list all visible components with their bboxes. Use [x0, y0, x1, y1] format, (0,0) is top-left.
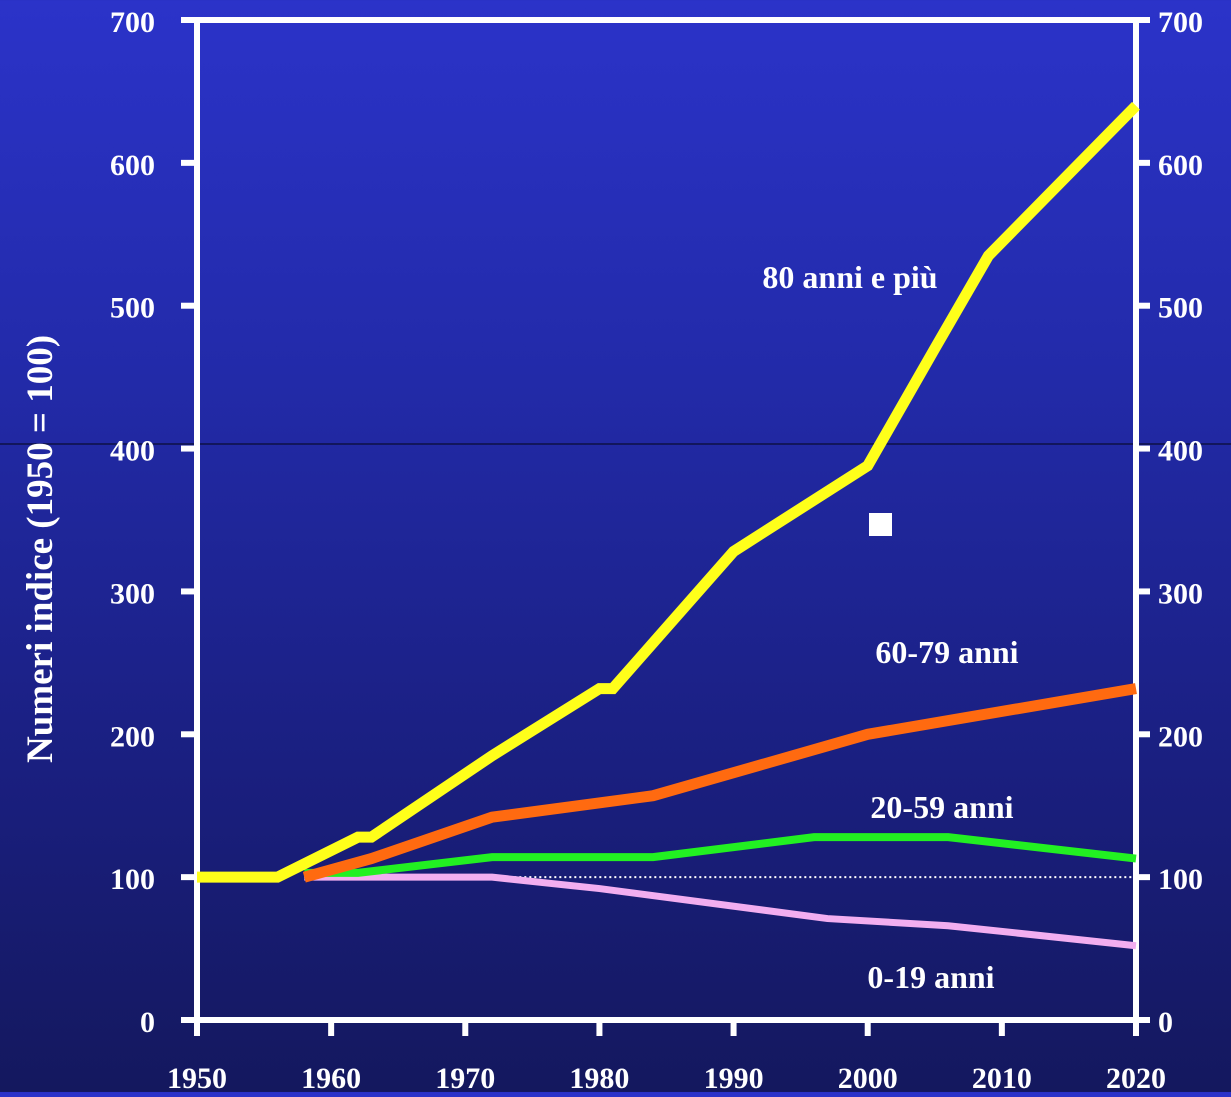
y-tick-label-right: 200	[1158, 720, 1203, 753]
y-tick-label-left: 600	[110, 149, 155, 182]
x-tick-label: 2000	[838, 1062, 898, 1092]
y-tick-label-left: 700	[110, 6, 155, 39]
y-tick-label-left: 500	[110, 292, 155, 325]
x-tick-label: 1960	[301, 1062, 361, 1092]
series-label-20-59-anni: 20-59 anni	[870, 789, 1013, 825]
y-tick-label-right: 500	[1158, 292, 1203, 325]
series-label-0-19-anni: 0-19 anni	[867, 959, 994, 995]
y-tick-label-right: 300	[1158, 577, 1203, 610]
x-tick-label: 2010	[972, 1062, 1032, 1092]
x-tick-label: 1980	[569, 1062, 629, 1092]
series-label-60-79-anni: 60-79 anni	[875, 634, 1018, 670]
y-axis-title: Numeri indice (1950 = 100)	[20, 335, 61, 763]
series-label-80-anni-e-pi: 80 anni e più	[762, 259, 937, 295]
y-tick-label-right: 0	[1158, 1006, 1173, 1039]
y-tick-label-left: 300	[110, 577, 155, 610]
x-tick-label: 1950	[167, 1062, 227, 1092]
y-tick-label-right: 100	[1158, 863, 1203, 896]
y-tick-label-left: 200	[110, 720, 155, 753]
series-line-80-anni-e-pi	[197, 101, 1140, 883]
x-tick-label: 1990	[704, 1062, 764, 1092]
series-line-60-79-anni	[302, 683, 1137, 883]
square-marker	[869, 513, 892, 536]
series-line-0-19-anni	[304, 873, 1137, 950]
y-tick-label-left: 0	[140, 1006, 155, 1039]
y-tick-label-right: 400	[1158, 435, 1203, 468]
y-tick-label-right: 700	[1158, 6, 1203, 39]
x-tick-label: 1970	[435, 1062, 495, 1092]
x-tick-label: 2020	[1106, 1062, 1166, 1092]
series-line-20-59-anni	[304, 833, 1137, 877]
y-tick-label-left: 400	[110, 435, 155, 468]
y-tick-label-left: 100	[110, 863, 155, 896]
y-tick-label-right: 600	[1158, 149, 1203, 182]
